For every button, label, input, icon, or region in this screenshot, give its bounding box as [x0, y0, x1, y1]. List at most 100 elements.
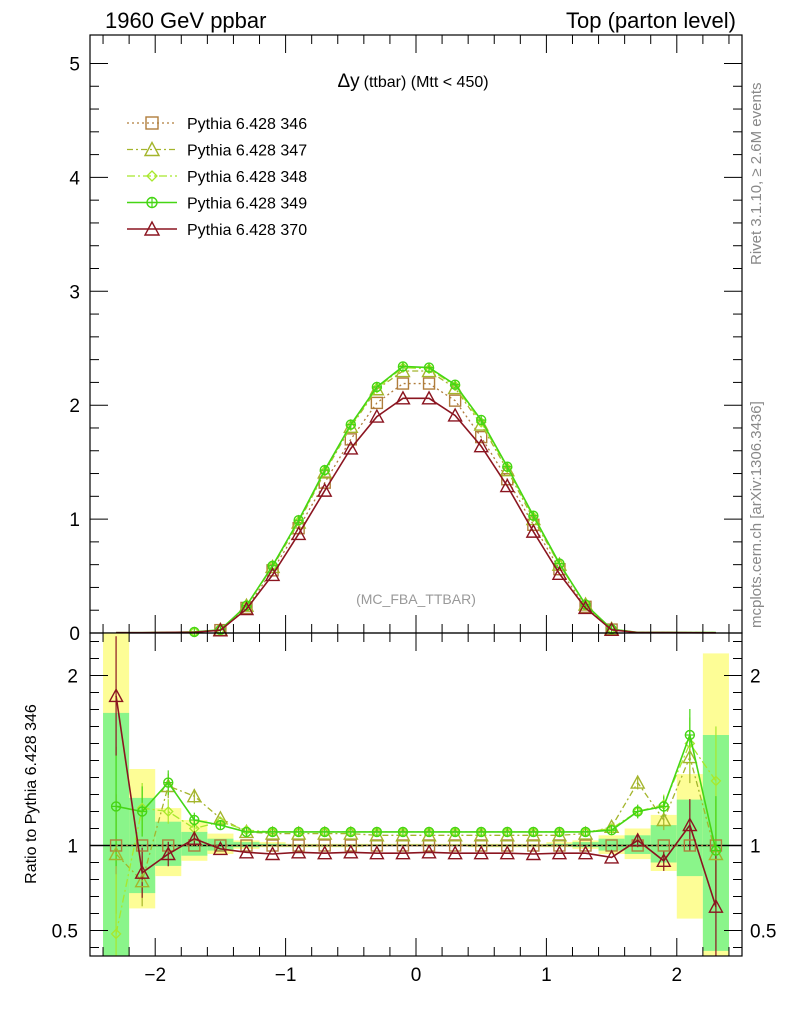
main-point-4-7 — [290, 525, 307, 541]
main-point-0-14 — [475, 430, 488, 444]
ratio-point-2-0 — [110, 928, 122, 940]
main-point-4-16 — [525, 523, 542, 538]
ratio-point-3-0 — [110, 801, 122, 812]
legend-label-2: Pythia 6.428 348 — [187, 169, 307, 186]
ratio-point-4-1 — [134, 864, 150, 879]
main-plot-area — [116, 361, 716, 638]
main-title-symbol: Δy — [337, 71, 360, 92]
main-point-0-11 — [396, 377, 410, 390]
ratio-band-green-19 — [598, 838, 625, 851]
main-ytick-label-1: 1 — [69, 510, 80, 531]
main-point-3-13 — [449, 379, 461, 390]
ratio-point-0-6 — [266, 839, 279, 852]
main-point-3-9 — [345, 419, 356, 430]
ratio-point-4-12 — [421, 844, 437, 859]
ratio-point-3-10 — [371, 826, 383, 838]
ratio-xtick-label-3: 1 — [541, 965, 552, 986]
ratio-point-3-5 — [241, 826, 252, 838]
ratio-ytick-label-1: 1 — [67, 837, 78, 858]
ratio-point-0-1 — [135, 839, 149, 852]
ratio-point-4-2 — [160, 846, 176, 861]
ratio-point-3-23 — [710, 845, 722, 856]
ratio-point-3-15 — [502, 826, 513, 838]
main-ytick-label-0: 0 — [69, 624, 80, 645]
main-ytick-label-5: 5 — [69, 54, 80, 75]
mcplots-label: mcplots.cern.ch [arXiv:1306.3436] — [748, 401, 765, 628]
ratio-point-0-10 — [370, 839, 384, 852]
main-point-3-15 — [502, 461, 513, 472]
ratio-point-4-11 — [395, 845, 411, 860]
ratio-point-4-15 — [499, 845, 515, 860]
legend-marker-2 — [146, 170, 158, 182]
ratio-point-4-7 — [290, 844, 307, 859]
ratio-point-0-8 — [318, 839, 331, 852]
main-point-4-4 — [212, 622, 229, 637]
ratio-point-0-13 — [448, 839, 462, 852]
main-point-4-8 — [317, 482, 333, 497]
ratio-panel: 0.5 0.5 1 1 2 2 −2 −1 0 1 2 Ratio to Pythia 6.428 … — [23, 632, 776, 986]
ratio-point-3-11 — [397, 826, 409, 838]
ratio-point-3-18 — [580, 826, 591, 838]
ratio-point-3-16 — [528, 826, 539, 838]
ratio-point-3-3 — [189, 814, 200, 826]
ratio-point-4-13 — [447, 845, 463, 860]
main-point-0-9 — [344, 433, 357, 446]
ratio-series-line-4 — [115, 695, 717, 907]
main-point-2-14 — [475, 416, 487, 428]
ratio-ytick-label-2: 2 — [67, 667, 78, 688]
ratio-point-4-23 — [708, 898, 724, 913]
ratio-point-0-11 — [396, 839, 410, 852]
ratio-point-0-15 — [501, 839, 514, 852]
main-title: Δy (ttbar) (Mtt < 450) — [337, 71, 488, 92]
ratio-point-3-2 — [163, 777, 174, 788]
ratio-point-1-3 — [186, 788, 202, 803]
ratio-point-4-9 — [343, 844, 359, 859]
ratio-point-3-14 — [476, 826, 487, 838]
main-ytick-label-2: 2 — [69, 396, 80, 417]
main-title-rest: (ttbar) (Mtt < 450) — [364, 74, 489, 91]
ratio-point-0-4 — [214, 839, 227, 852]
main-point-0-10 — [370, 396, 384, 410]
main-point-4-14 — [473, 438, 489, 453]
ratio-frame — [89, 632, 743, 957]
ratio-point-3-8 — [319, 826, 330, 838]
ratio-point-4-4 — [212, 840, 229, 856]
ratio-point-3-1 — [136, 806, 148, 817]
ratio-xtick-label-2: 0 — [411, 965, 422, 986]
ratio-point-4-20 — [630, 832, 646, 847]
main-panel: 0 1 2 3 4 5 Δy (ttbar) (Mtt < 450) (MC_FBA_TTB… — [69, 34, 743, 645]
main-point-4-18 — [577, 599, 594, 615]
ratio-point-3-22 — [684, 729, 696, 741]
ratio-axis-ticks: 0.5 0.5 1 1 2 2 −2 −1 0 1 2 — [52, 633, 776, 986]
ratio-point-3-12 — [423, 826, 435, 838]
ratio-xtick-label-1: −1 — [275, 965, 297, 986]
ratio-ytick-label-right-2: 2 — [750, 667, 761, 688]
watermark: (MC_FBA_TTBAR) — [356, 591, 476, 607]
ratio-point-3-21 — [658, 801, 669, 812]
main-point-4-15 — [499, 478, 515, 493]
ratio-point-4-22 — [682, 817, 698, 832]
main-point-4-19 — [603, 621, 620, 637]
ratio-point-2-23 — [710, 775, 722, 787]
main-point-4-11 — [395, 390, 411, 405]
ratio-point-0-16 — [527, 839, 540, 852]
ratio-point-4-16 — [525, 846, 542, 861]
main-axis-ticks: 0 1 2 3 4 5 — [69, 35, 742, 645]
main-point-4-5 — [238, 601, 255, 616]
ratio-point-0-5 — [240, 839, 253, 852]
rivet-label: Rivet 3.1.10, ≥ 2.6M events — [748, 83, 765, 266]
main-point-3-12 — [423, 362, 435, 373]
ratio-point-4-6 — [264, 846, 281, 861]
main-ytick-label-3: 3 — [69, 282, 80, 303]
ratio-point-3-4 — [215, 819, 226, 831]
ratio-point-0-0 — [109, 839, 123, 852]
ratio-point-4-21 — [656, 852, 672, 867]
ratio-xtick-label-4: 2 — [672, 965, 683, 986]
ratio-point-4-10 — [369, 845, 385, 860]
ratio-point-0-2 — [162, 839, 175, 852]
legend-label-3: Pythia 6.428 349 — [187, 196, 307, 213]
ratio-point-0-12 — [422, 839, 436, 852]
ratio-point-0-22 — [683, 839, 697, 852]
ratio-ytick-label-right-1: 1 — [750, 837, 761, 858]
